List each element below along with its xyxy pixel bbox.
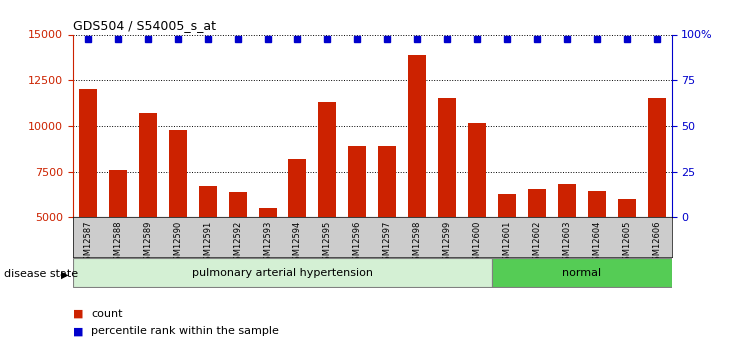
Bar [109, 170, 127, 217]
Text: GSM12588: GSM12588 [113, 220, 123, 266]
Bar [468, 123, 486, 217]
Text: GSM12598: GSM12598 [412, 220, 422, 266]
Text: GSM12599: GSM12599 [442, 220, 452, 266]
Text: GSM12592: GSM12592 [233, 220, 242, 266]
Bar [73, 258, 492, 287]
Text: GSM12606: GSM12606 [652, 220, 661, 266]
Text: GSM12589: GSM12589 [143, 220, 153, 266]
Text: GSM12593: GSM12593 [263, 220, 272, 266]
Bar [558, 185, 576, 217]
Bar [348, 146, 366, 217]
Text: disease state: disease state [4, 269, 78, 279]
Bar [618, 199, 636, 217]
Bar [139, 113, 157, 217]
Text: GSM12597: GSM12597 [383, 220, 392, 266]
Text: GSM12600: GSM12600 [472, 220, 482, 266]
Bar [498, 194, 516, 217]
Text: pulmonary arterial hypertension: pulmonary arterial hypertension [192, 268, 373, 277]
Text: ■: ■ [73, 309, 83, 319]
Bar [228, 192, 247, 217]
Bar [378, 146, 396, 217]
Text: GSM12605: GSM12605 [622, 220, 631, 266]
Text: GSM12590: GSM12590 [173, 220, 182, 266]
Bar [199, 186, 217, 217]
Text: GSM12591: GSM12591 [203, 220, 212, 266]
Text: GSM12596: GSM12596 [353, 220, 362, 266]
Text: GSM12604: GSM12604 [592, 220, 602, 266]
Bar [438, 99, 456, 217]
Bar [528, 189, 546, 217]
Bar [408, 55, 426, 217]
Bar [288, 159, 307, 217]
Bar [492, 258, 672, 287]
Text: ▶: ▶ [61, 269, 68, 279]
Bar [588, 191, 606, 217]
Bar [79, 89, 97, 217]
Text: GSM12594: GSM12594 [293, 220, 302, 266]
Bar [318, 102, 337, 217]
Text: GDS504 / S54005_s_at: GDS504 / S54005_s_at [73, 19, 216, 32]
Text: normal: normal [562, 268, 602, 277]
Text: GSM12587: GSM12587 [83, 220, 93, 266]
Text: GSM12601: GSM12601 [502, 220, 512, 266]
Text: GSM12602: GSM12602 [532, 220, 542, 266]
Text: ■: ■ [73, 326, 83, 336]
Bar [169, 130, 187, 217]
Text: GSM12603: GSM12603 [562, 220, 572, 266]
Text: count: count [91, 309, 123, 319]
Bar [258, 208, 277, 217]
Text: percentile rank within the sample: percentile rank within the sample [91, 326, 279, 336]
Text: GSM12595: GSM12595 [323, 220, 332, 266]
Bar [648, 99, 666, 217]
